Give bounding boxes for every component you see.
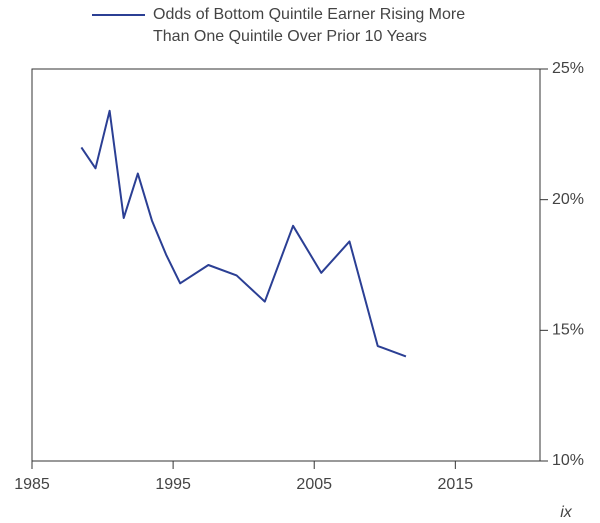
y-tick-label: 15% [552,322,584,339]
x-tick-label: 2015 [438,476,474,493]
x-tick-label: 2005 [296,476,332,493]
legend-label: Odds of Bottom Quintile Earner Rising Mo… [153,6,466,45]
x-tick-label: 1995 [155,476,191,493]
y-tick-label: 20% [552,191,584,208]
x-tick-label: 1985 [14,476,50,493]
data-line [80,109,407,358]
annotation: ix [560,504,573,521]
y-tick-label: 25% [552,60,584,77]
plot-frame [31,68,541,462]
y-tick-label: 10% [552,452,584,469]
